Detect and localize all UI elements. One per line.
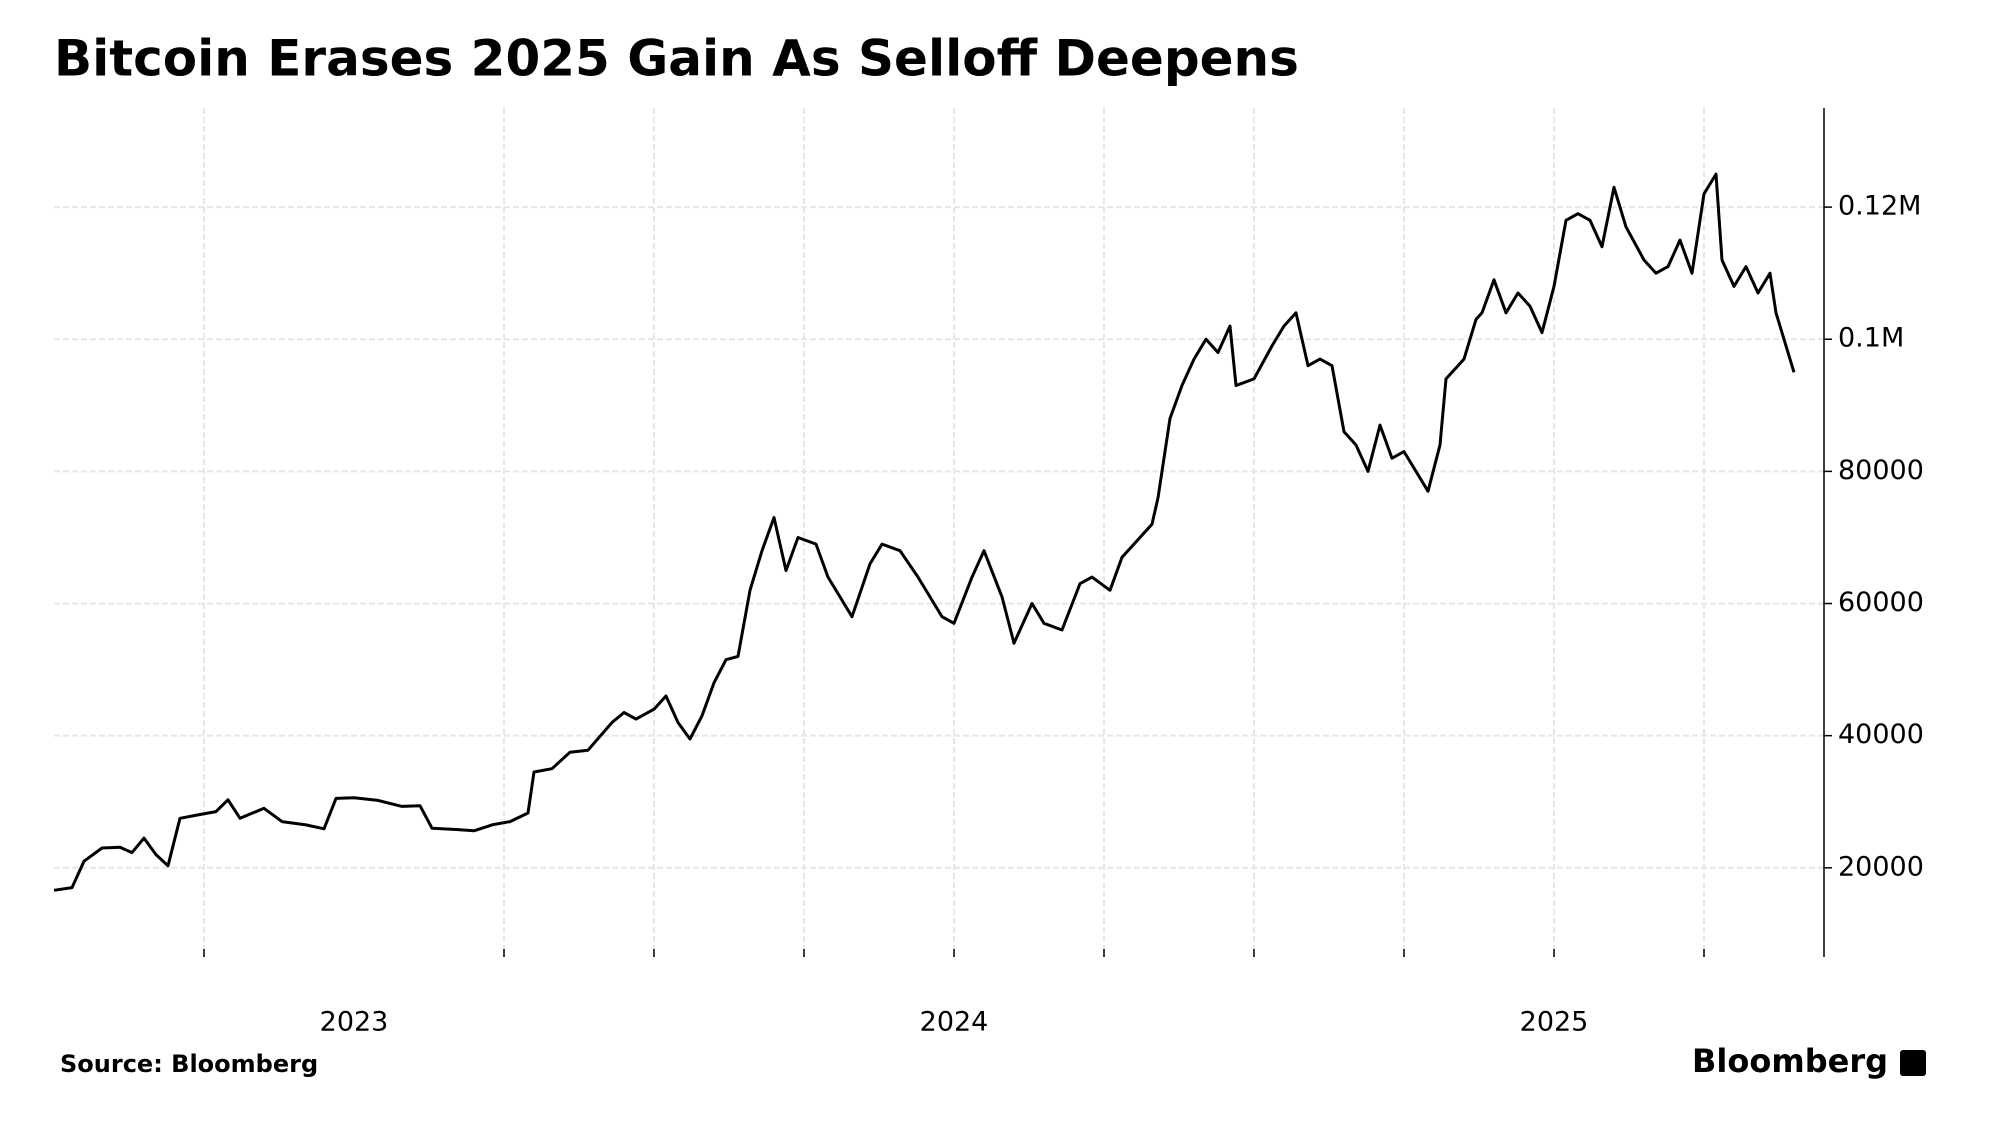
- y-tick-label: 80000: [1838, 455, 1924, 486]
- price-line: [53, 172, 1796, 892]
- x-tick-label: 2025: [1520, 1007, 1589, 1038]
- y-tick-label: 20000: [1838, 851, 1924, 882]
- source-note: Source: Bloomberg: [60, 1050, 318, 1078]
- y-tick-label: 40000: [1838, 719, 1924, 750]
- y-tick-label: 60000: [1838, 587, 1924, 618]
- x-tick-label: 2023: [320, 1007, 389, 1038]
- chart-title: Bitcoin Erases 2025 Gain As Selloff Deep…: [54, 30, 1299, 88]
- brand-icon: [1900, 1050, 1926, 1076]
- y-tick-label: 0.12M: [1838, 191, 1921, 222]
- brand-logo: Bloomberg: [1692, 1042, 1888, 1080]
- x-tick-label: 2024: [920, 1007, 989, 1038]
- y-tick-label: 0.1M: [1838, 323, 1904, 354]
